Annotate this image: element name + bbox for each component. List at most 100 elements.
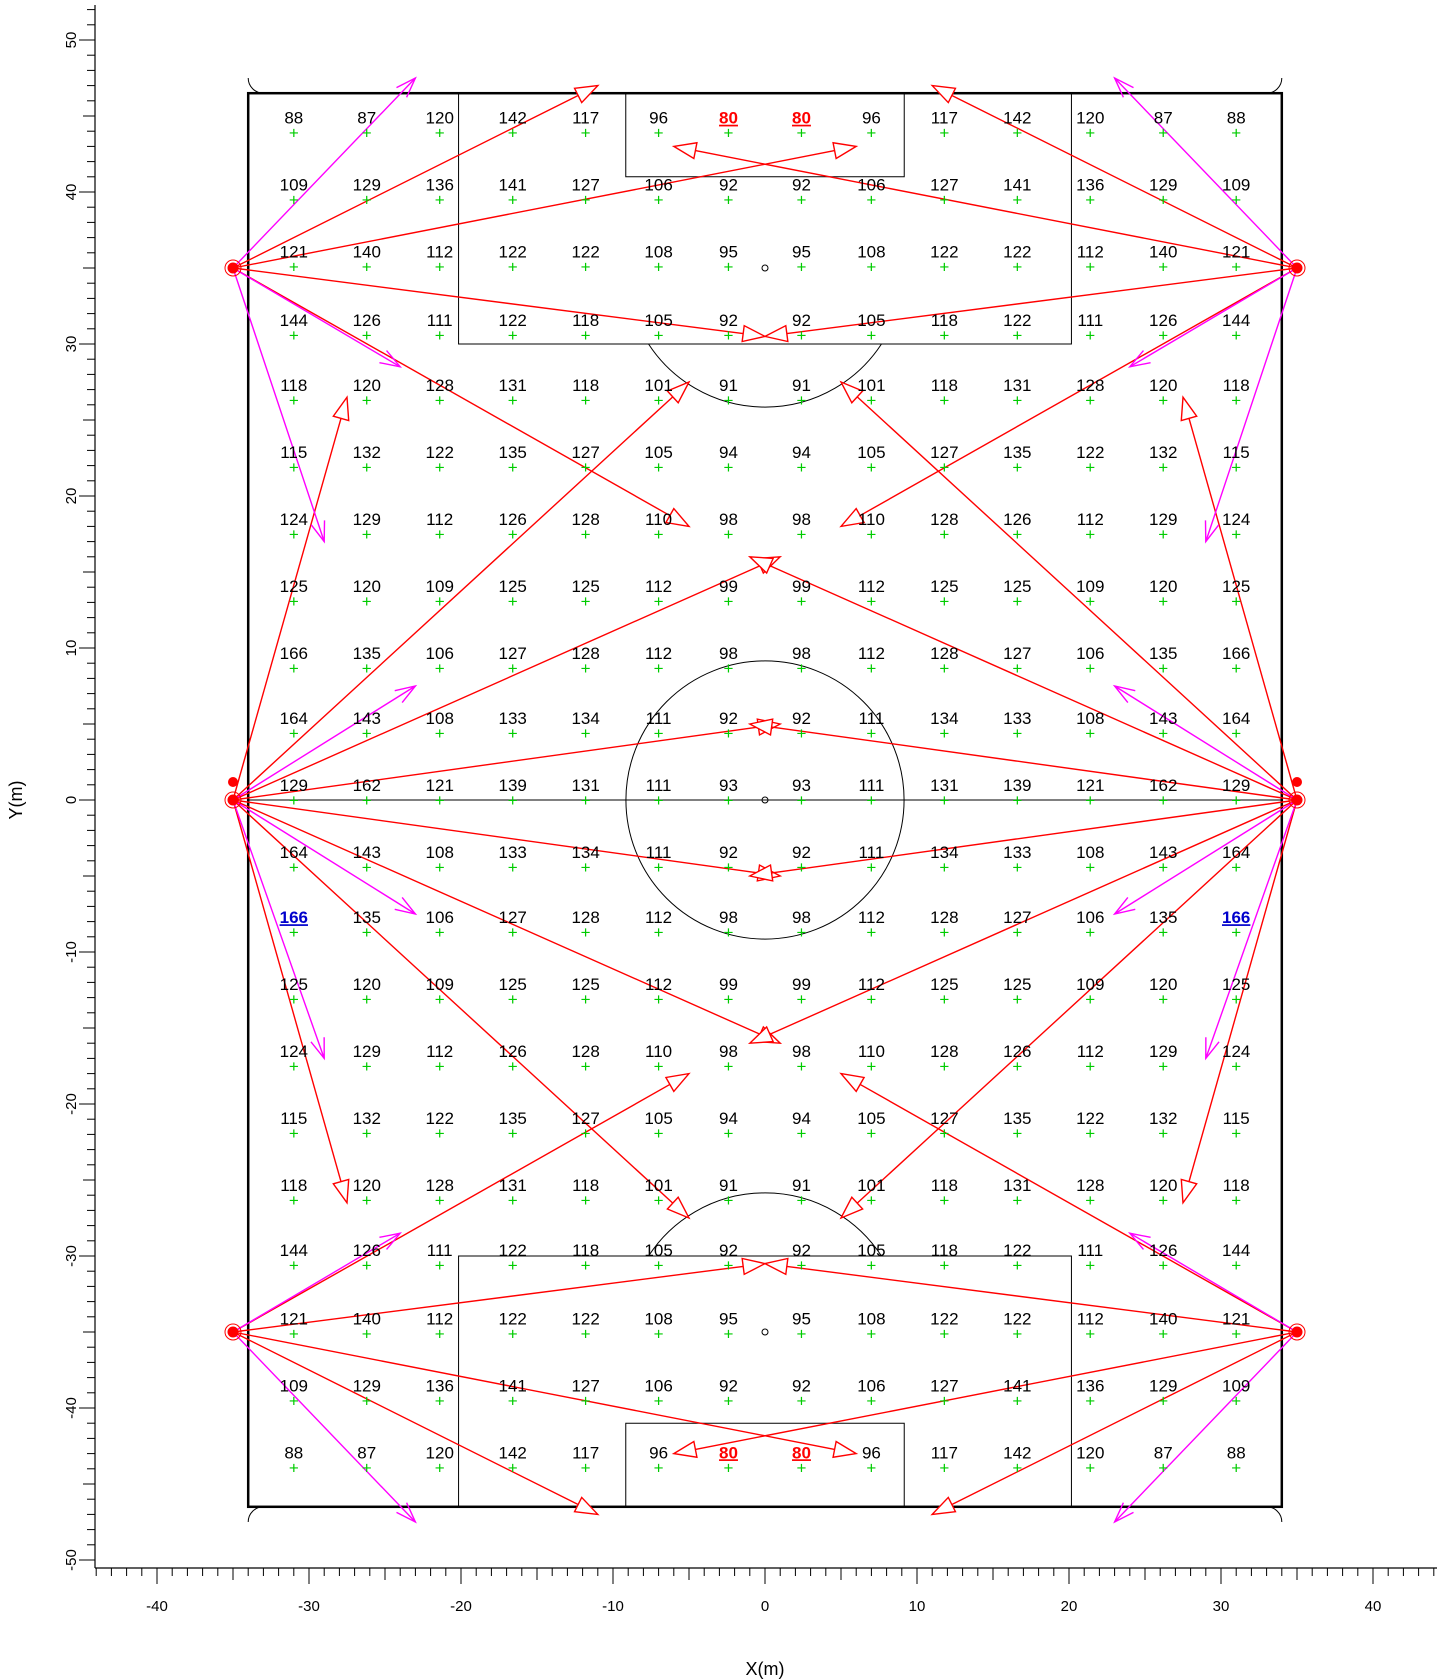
grid-marker: +: [797, 1325, 807, 1344]
illuminance-value: 80: [792, 1443, 811, 1462]
illuminance-value: 112: [1077, 1042, 1104, 1061]
illuminance-value: 98: [792, 1042, 811, 1061]
illuminance-value: 92: [719, 843, 738, 862]
grid-marker: +: [581, 191, 591, 210]
centre-spot: [761, 796, 769, 804]
grid-marker: +: [581, 659, 591, 678]
illuminance-value: 98: [792, 644, 811, 663]
illuminance-value: 125: [498, 577, 526, 596]
aim-line: [232, 799, 783, 882]
grid-marker: +: [508, 326, 518, 345]
illuminance-value: 106: [426, 908, 454, 927]
x-axis-label: X(m): [746, 1659, 785, 1679]
grid-marker: +: [866, 1325, 876, 1344]
illuminance-value: 124: [1222, 1042, 1250, 1061]
illuminance-value: 91: [719, 1176, 738, 1195]
illuminance-value: 128: [571, 510, 599, 529]
x-tick-label: 10: [909, 1598, 926, 1615]
grid-marker: +: [1231, 1391, 1241, 1410]
grid-marker: +: [724, 858, 734, 877]
grid-marker: +: [1085, 858, 1095, 877]
penalty-area-bottom: [458, 1255, 1072, 1507]
grid-marker: +: [581, 1057, 591, 1076]
grid-marker: +: [435, 391, 445, 410]
x-tick-label: 0: [761, 1598, 769, 1615]
illuminance-value: 109: [280, 1376, 308, 1395]
illuminance-value: 122: [1076, 1109, 1104, 1128]
illuminance-value: 143: [1149, 843, 1177, 862]
illuminance-value: 80: [719, 1443, 738, 1462]
grid-marker: +: [508, 191, 518, 210]
grid-marker: +: [508, 1458, 518, 1477]
illuminance-value: 112: [1077, 510, 1104, 529]
grid-marker: +: [797, 1391, 807, 1410]
grid-marker: +: [654, 923, 664, 942]
y-tick-label: 40: [63, 184, 80, 201]
x-tick-label: -10: [602, 1598, 624, 1615]
illuminance-value: 121: [1076, 776, 1104, 795]
illuminance-value: 127: [1003, 908, 1031, 927]
grid-marker: +: [724, 124, 734, 143]
grid-marker: +: [1012, 791, 1022, 810]
illuminance-value: 135: [353, 908, 381, 927]
grid-marker: +: [939, 458, 949, 477]
grid-marker: +: [1158, 990, 1168, 1009]
illuminance-value: 122: [498, 1241, 526, 1260]
illuminance-value: 125: [930, 975, 958, 994]
grid-marker: +: [1231, 1325, 1241, 1344]
grid-marker: +: [508, 1057, 518, 1076]
illuminance-value: 131: [571, 776, 599, 795]
grid-marker: +: [508, 124, 518, 143]
illuminance-value: 112: [858, 644, 885, 663]
aim-line: [232, 380, 691, 801]
illuminance-value: 142: [498, 109, 526, 128]
illuminance-value: 94: [792, 1109, 811, 1128]
grid-marker: +: [1231, 1256, 1241, 1275]
x-tick-label: -30: [298, 1598, 320, 1615]
illuminance-value: 111: [858, 776, 884, 795]
illuminance-value: 122: [498, 1310, 526, 1329]
direction-arrow: [232, 267, 403, 368]
x-tick-label: -40: [146, 1598, 168, 1615]
grid-marker: +: [289, 923, 299, 942]
illuminance-value: 109: [1076, 577, 1104, 596]
grid-marker: +: [939, 1325, 949, 1344]
grid-marker: +: [435, 724, 445, 743]
illuminance-value: 106: [1076, 908, 1104, 927]
illuminance-value: 110: [858, 510, 885, 529]
grid-marker: +: [508, 391, 518, 410]
grid-marker: +: [1158, 1057, 1168, 1076]
grid-marker: +: [1231, 525, 1241, 544]
illuminance-value: 127: [930, 176, 958, 195]
x-tick-label: 20: [1061, 1598, 1078, 1615]
illuminance-value: 129: [353, 1376, 381, 1395]
illuminance-value: 125: [571, 577, 599, 596]
grid-marker: +: [581, 1325, 591, 1344]
grid-marker: +: [362, 659, 372, 678]
illuminance-value: 121: [280, 1310, 308, 1329]
light-pole: [1288, 1323, 1306, 1341]
illuminance-value: 112: [426, 1042, 453, 1061]
x-tick-label: -20: [450, 1598, 472, 1615]
grid-markers: + + + + + + + + + + + + + + + + + + + + + + + + + + + + + + + + + + + + + + + +…: [289, 124, 1241, 1478]
illuminance-value: 105: [857, 1241, 885, 1260]
illuminance-value: 121: [426, 776, 454, 795]
illuminance-value: 125: [1003, 577, 1031, 596]
illuminance-value: 132: [353, 443, 381, 462]
illuminance-value: 120: [1149, 577, 1177, 596]
illuminance-value: 122: [571, 1310, 599, 1329]
grid-marker: +: [939, 990, 949, 1009]
grid-marker: +: [435, 1458, 445, 1477]
illuminance-value: 128: [571, 1042, 599, 1061]
grid-marker: +: [866, 1391, 876, 1410]
illuminance-value: 135: [1003, 443, 1031, 462]
y-tick-label: 50: [63, 32, 80, 49]
illuminance-value: 105: [857, 311, 885, 330]
y-tick-label: 20: [63, 488, 80, 505]
direction-arrow: [1204, 267, 1298, 544]
illuminance-value: 94: [719, 443, 738, 462]
grid-marker: +: [1158, 923, 1168, 942]
goal-area-top: [625, 93, 905, 178]
grid-marker: +: [1158, 525, 1168, 544]
illuminance-value: 105: [644, 311, 672, 330]
